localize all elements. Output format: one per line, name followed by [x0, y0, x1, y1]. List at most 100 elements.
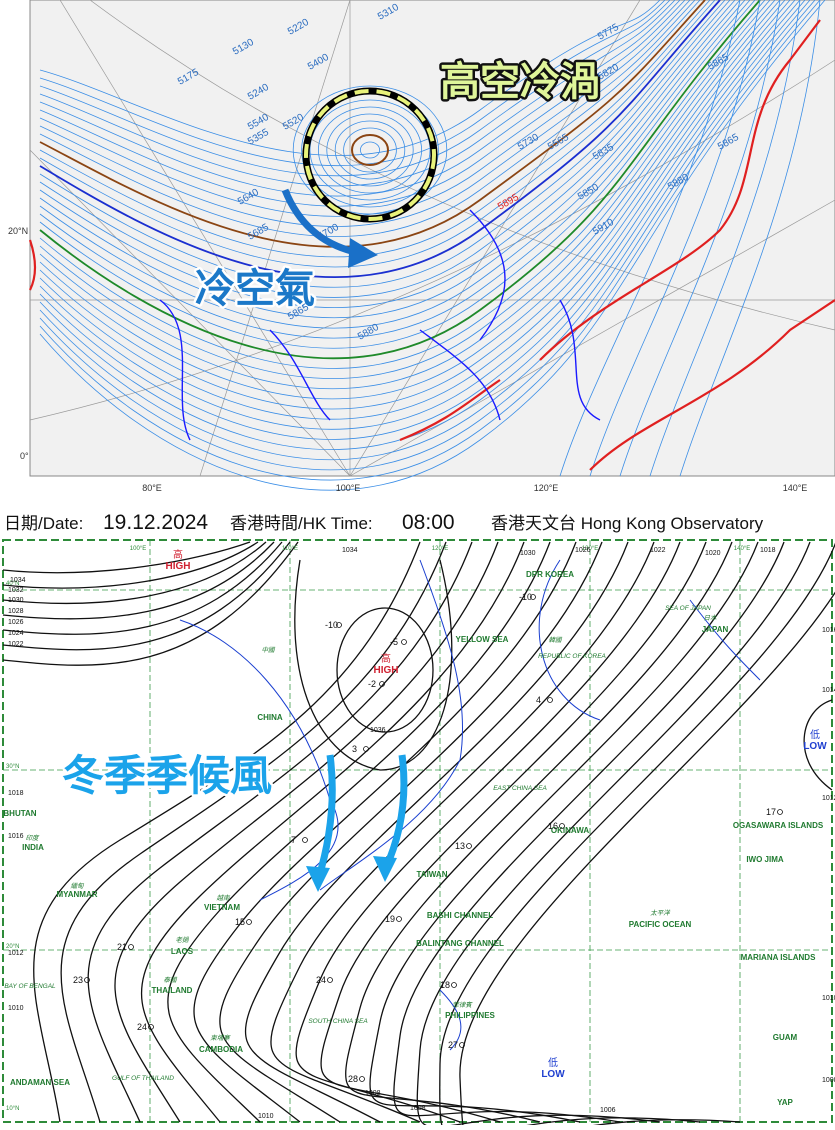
isobar: [345, 541, 733, 1123]
isobar-label: 1030: [8, 597, 24, 604]
contour: [39, 0, 731, 298]
region-label: 印度: [26, 834, 41, 842]
station: [359, 1076, 365, 1082]
contour: [39, 0, 706, 248]
lon-label: 140°E: [783, 483, 808, 493]
isobar-label: 1026: [575, 547, 591, 554]
contour: [39, 0, 806, 450]
contour: [39, 0, 696, 227]
lon-label: 100°E: [130, 546, 146, 552]
region-label: THAILAND: [152, 986, 193, 995]
contour: [334, 120, 406, 180]
contour: [326, 113, 414, 187]
region-label: LAOS: [171, 947, 194, 956]
isobar-label: 1010: [8, 1005, 24, 1012]
contour: [39, 0, 701, 238]
contour: [39, 0, 821, 481]
isobar-label: 1020: [705, 550, 721, 557]
isobar: [33, 541, 421, 1123]
isobar: [803, 699, 833, 791]
isobar: [336, 607, 434, 733]
contour: [292, 85, 448, 215]
contour: [619, 0, 781, 477]
isobar-label: 1030: [520, 550, 536, 557]
graticule: [59, 0, 351, 477]
station-temp: 3: [352, 744, 357, 754]
station-temp: 16: [548, 821, 558, 831]
isobar: [193, 541, 577, 1123]
isobar: [219, 541, 603, 1123]
contour-5880: [28, 239, 37, 291]
lon-label: 140°E: [734, 546, 750, 552]
station-temp: 21: [117, 942, 127, 952]
caption: 日期/Date: 19.12.2024 香港時間/HK Time: 08:00 香港天文…: [4, 511, 764, 534]
isobar: [2, 541, 299, 666]
contour: [39, 0, 761, 360]
contour: [39, 0, 781, 400]
lon-label: 130°E: [582, 546, 598, 552]
contour: [39, 0, 746, 329]
region-label: OKINAWA: [551, 826, 589, 835]
isobar: [2, 541, 283, 635]
lat-label: 0°: [20, 451, 29, 461]
station: [336, 622, 342, 628]
region-label: 老撾: [176, 936, 190, 944]
isobar: [459, 591, 835, 1130]
contour: [39, 0, 741, 319]
arrow: [314, 754, 336, 882]
contour: [39, 0, 666, 167]
station-temp: 24: [316, 975, 326, 985]
station-temp: 19: [385, 914, 395, 924]
isobar: [295, 541, 681, 1123]
caption-time: 08:00: [402, 511, 455, 534]
isobar: [369, 541, 759, 1123]
contour: [39, 0, 771, 379]
station: [451, 982, 457, 988]
lat-label: 30°N: [6, 764, 19, 770]
lon-label: 110°E: [282, 546, 298, 552]
station: [84, 977, 90, 983]
station-temp: -10: [325, 620, 338, 630]
isobar-label: 1016: [822, 627, 835, 634]
arrow-head: [306, 866, 330, 892]
isobar-label: 1022: [8, 641, 24, 648]
station-temp: 24: [137, 1022, 147, 1032]
station-temp: 4: [536, 695, 541, 705]
region-label: BALINTANG CHANNEL: [416, 939, 504, 948]
contour: [39, 0, 681, 197]
pressure-centre-en: HIGH: [166, 561, 191, 572]
pressure-centre-zh: 高: [173, 548, 183, 561]
region-label: 緬甸: [71, 882, 86, 890]
contour: [39, 0, 816, 471]
station-temp: -5: [390, 637, 398, 647]
isobar: [294, 559, 453, 771]
station-temp: 13: [455, 841, 465, 851]
graticule: [199, 0, 351, 477]
station-temp: 17: [766, 807, 776, 817]
contour: [559, 0, 741, 477]
station: [559, 823, 565, 829]
contour: [39, 0, 756, 349]
contour: [39, 0, 691, 217]
region-label: BHUTAN: [3, 809, 36, 818]
contour: [351, 134, 389, 166]
region-label: MYANMAR: [56, 890, 97, 899]
contour: [309, 99, 431, 201]
contour: [39, 0, 671, 177]
isobar: [2, 541, 267, 605]
region-label: TAIWAN: [417, 870, 448, 879]
contour: [649, 0, 801, 477]
isobar-label: 1006: [600, 1107, 616, 1114]
isobar-label: 1012: [8, 950, 24, 957]
isobar-label: 1012: [822, 795, 835, 802]
region-label: EAST CHINA SEA: [493, 785, 547, 792]
contour: [39, 0, 686, 207]
station: [302, 837, 308, 843]
region-label: 中國: [262, 646, 277, 654]
station: [379, 681, 385, 687]
region-label: PHILIPPINES: [445, 1011, 495, 1020]
station-temp: -10: [519, 592, 532, 602]
station: [246, 919, 252, 925]
coastline: [159, 209, 601, 441]
